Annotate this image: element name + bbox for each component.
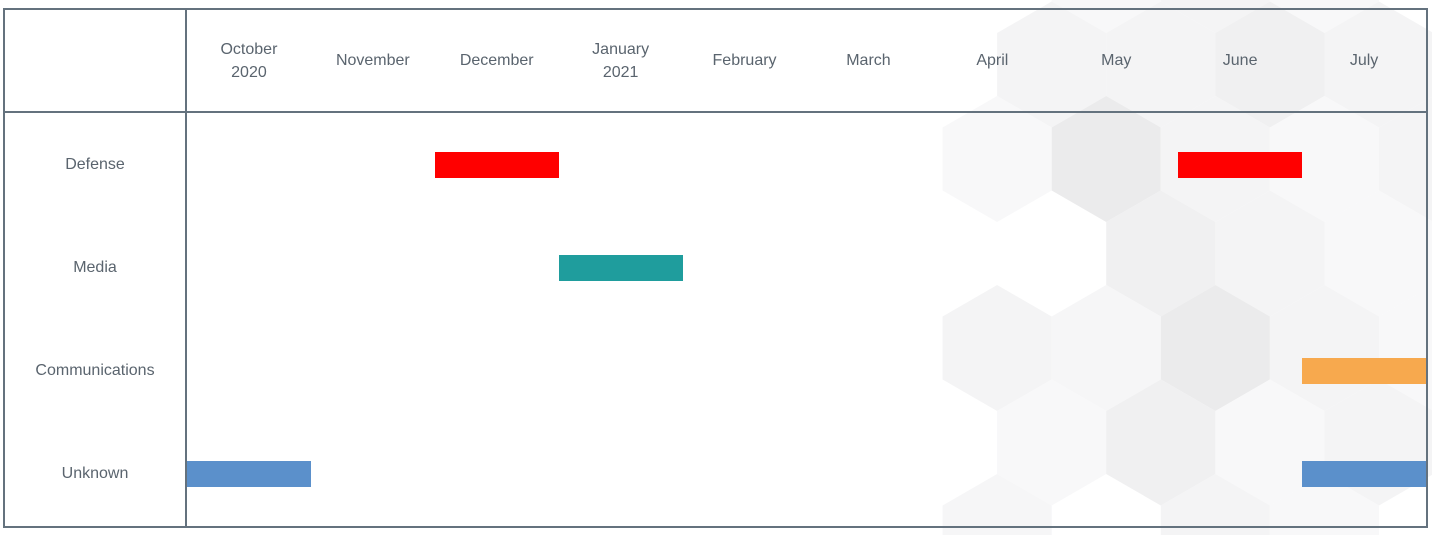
month-header-march: March <box>807 10 931 111</box>
hexagon-decor-tile <box>1269 96 1379 222</box>
hexagon-decor-tile <box>1051 285 1161 411</box>
month-header-may: May <box>1054 10 1178 111</box>
hexagon-decor-tile <box>1160 474 1270 535</box>
gantt-bar-media-2021-01 <box>558 254 683 281</box>
month-header-november: November <box>311 10 435 111</box>
hexagon-decor-tile <box>1324 1 1432 128</box>
gantt-bar-defense-2021-06 <box>1178 151 1303 178</box>
month-label: October <box>220 40 278 58</box>
month-label: December <box>459 52 534 69</box>
hexagon-decor-tile <box>1215 1 1325 128</box>
timeline-table: October 2020 November December January 2021 Fe… <box>3 8 1428 528</box>
hexagon-decor-tile <box>1215 379 1325 506</box>
hexagon-decor-tile <box>997 1 1107 128</box>
gantt-plot-area <box>187 113 1426 526</box>
hexagon-decor-tile <box>942 285 1052 411</box>
month-label: July <box>1349 52 1379 69</box>
month-year-sublabel: 2020 <box>231 63 267 81</box>
month-label: March <box>846 52 891 69</box>
category-label-column: Defense Media Communications Unknown <box>5 113 187 526</box>
header-corner-cell <box>5 10 187 113</box>
row-label-communications: Communications <box>35 362 155 380</box>
hexagon-decor-tile <box>1106 379 1216 506</box>
row-label-media: Media <box>73 258 117 276</box>
month-label: April <box>976 52 1009 69</box>
hexagon-decor-tile <box>1160 285 1270 411</box>
month-label: January <box>592 40 650 58</box>
hexagon-decor-tile <box>1051 96 1161 222</box>
hexagon-decor-tile <box>942 474 1052 535</box>
row-label-unknown: Unknown <box>61 465 129 483</box>
hexagon-decor-tile <box>1106 1 1216 128</box>
row-label-defense: Defense <box>65 155 125 173</box>
month-label: November <box>335 52 410 69</box>
month-header-june: June <box>1178 10 1302 111</box>
hexagon-decor-tile <box>1324 190 1432 317</box>
gantt-bar-unknown-2021-07 <box>1302 461 1426 488</box>
gantt-bar-defense-2020-12 <box>434 151 559 178</box>
month-header-row: October 2020 November December January 2021 Fe… <box>187 10 1426 113</box>
hexagon-decor-tile <box>1215 190 1325 317</box>
hexagon-decor-tile <box>942 96 1052 222</box>
month-header-february: February <box>683 10 807 111</box>
hexagon-decor-tile <box>997 379 1107 506</box>
month-header-october-2020: October 2020 <box>187 10 311 111</box>
hexagon-decor-tile <box>1106 190 1216 317</box>
hexagon-decor-tile <box>1379 96 1432 222</box>
gantt-bar-unknown-2020-10 <box>187 461 311 488</box>
hexagon-decor-tile <box>1269 474 1379 535</box>
month-label: June <box>1222 52 1258 69</box>
month-label: February <box>712 52 777 69</box>
month-label: May <box>1101 52 1132 69</box>
gantt-bar-communications-2021-07 <box>1302 358 1426 385</box>
month-year-sublabel: 2021 <box>602 63 639 81</box>
month-header-january-2021: January 2021 <box>559 10 683 111</box>
month-header-april: April <box>930 10 1054 111</box>
month-header-july: July <box>1302 10 1426 111</box>
month-header-december: December <box>435 10 559 111</box>
